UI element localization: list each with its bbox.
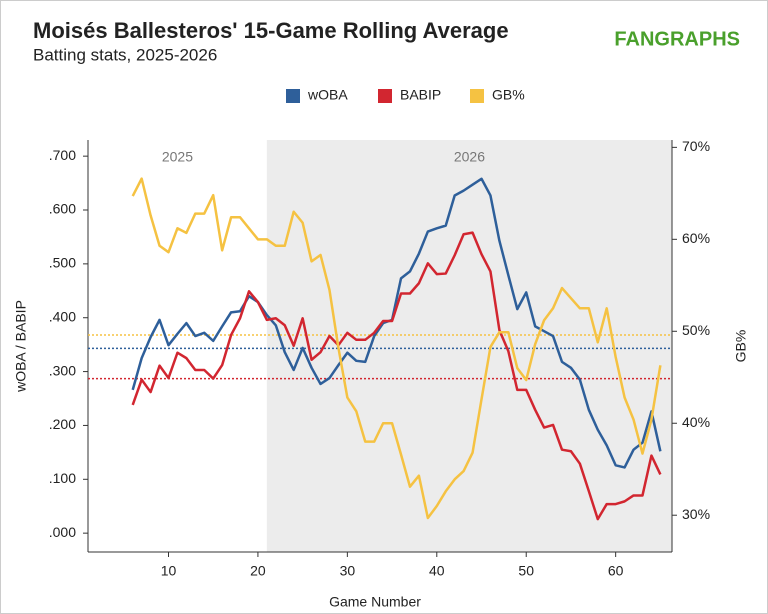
y-tick-label: .500: [49, 255, 76, 271]
y-tick-label: .400: [49, 308, 76, 324]
x-tick-label: 60: [608, 563, 624, 579]
y-axis-label: wOBA / BABIP: [13, 300, 29, 393]
y2-tick-label: 50%: [682, 322, 710, 338]
logo: FANGRAPHS: [614, 28, 740, 50]
legend-label: wOBA: [307, 87, 348, 103]
y-tick-label: .600: [49, 201, 76, 217]
y2-tick-label: 40%: [682, 414, 710, 430]
y2-tick-label: 70%: [682, 138, 710, 154]
season-shade: [266, 140, 672, 552]
series-line: [131, 177, 662, 469]
legend-label: GB%: [492, 87, 525, 103]
y2-tick-label: 30%: [682, 506, 710, 522]
y2-axis-label: GB%: [733, 330, 749, 363]
x-tick-label: 50: [518, 563, 534, 579]
y-tick-label: .300: [49, 362, 76, 378]
x-tick-label: 30: [340, 563, 356, 579]
x-tick-label: 40: [429, 563, 445, 579]
x-tick-label: 20: [250, 563, 266, 579]
series-line: [131, 177, 662, 520]
season-label: 2026: [454, 149, 485, 165]
x-axis-label: Game Number: [329, 594, 421, 610]
series-line: [131, 231, 662, 521]
y-tick-label: .100: [49, 470, 76, 486]
legend-swatch: [470, 89, 484, 103]
chart-title: Moisés Ballesteros' 15-Game Rolling Aver…: [33, 18, 509, 43]
y-tick-label: .200: [49, 416, 76, 432]
y-tick-label: .000: [49, 524, 76, 540]
chart-subtitle: Batting stats, 2025-2026: [33, 45, 217, 64]
y-tick-label: .700: [49, 147, 76, 163]
season-label: 2025: [162, 149, 193, 165]
legend-swatch: [378, 89, 392, 103]
y2-tick-label: 60%: [682, 230, 710, 246]
legend-label: BABIP: [400, 87, 441, 103]
x-tick-label: 10: [161, 563, 177, 579]
legend-swatch: [286, 89, 300, 103]
